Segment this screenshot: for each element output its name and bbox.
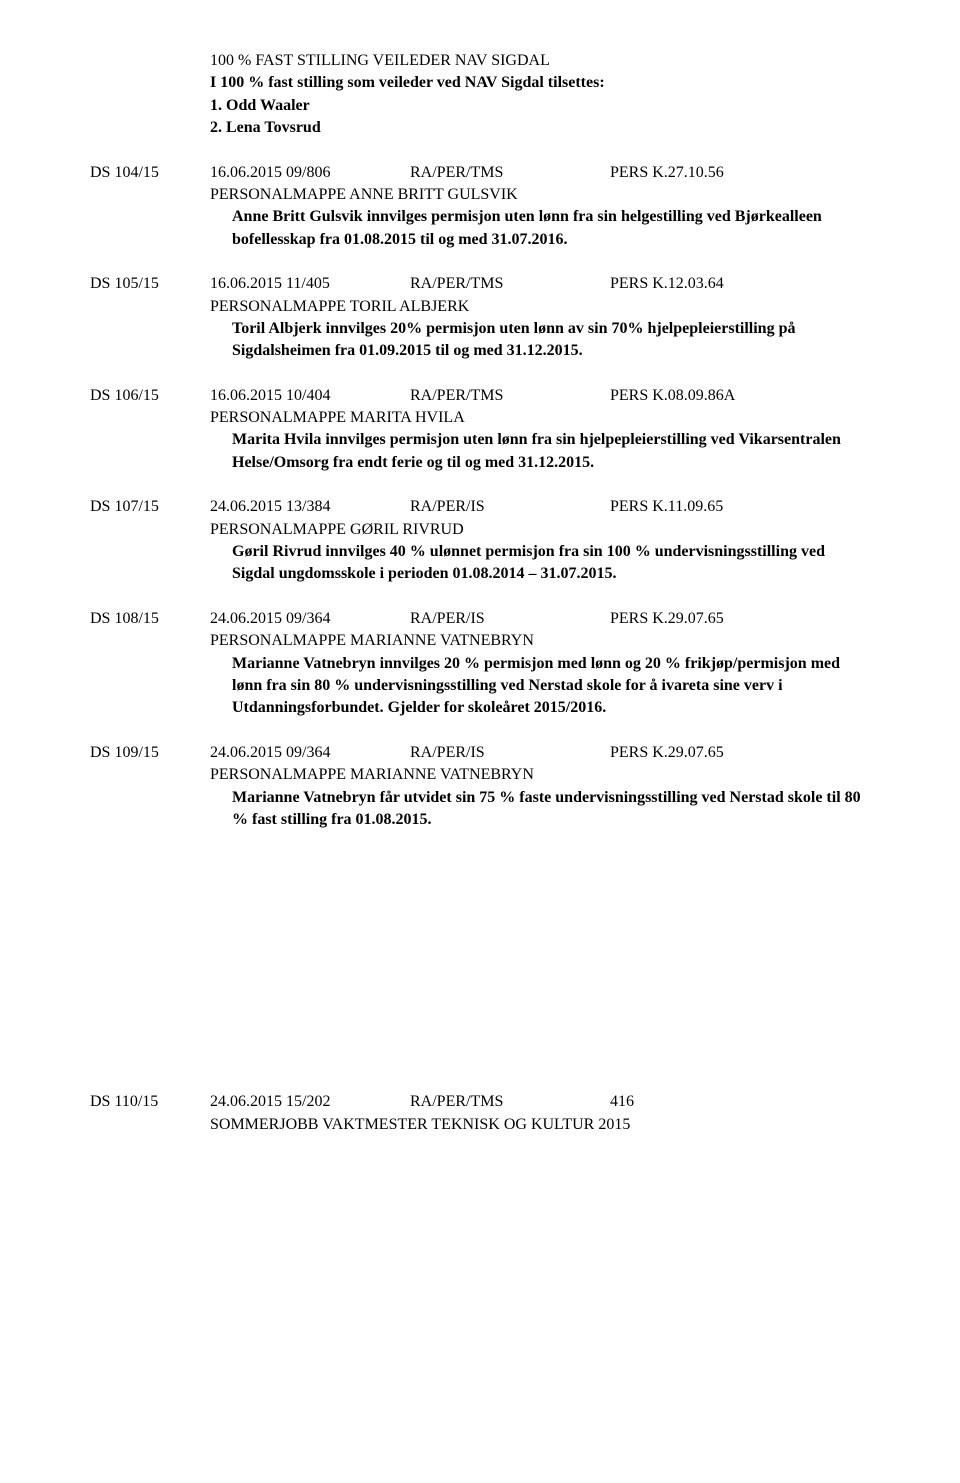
entry-date: 16.06.2015 09/806 (210, 162, 410, 184)
entry-pers: PERS K.29.07.65 (610, 742, 870, 764)
entry-date: 24.06.2015 09/364 (210, 742, 410, 764)
entry: DS 109/1524.06.2015 09/364RA/PER/ISPERS … (90, 742, 870, 832)
entry-pers: PERS K.27.10.56 (610, 162, 870, 184)
entry-ref-line: 24.06.2015 09/364RA/PER/ISPERS K.29.07.6… (210, 608, 870, 630)
entry-mappe: PERSONALMAPPE TORIL ALBJERK (210, 296, 870, 318)
entry-code: RA/PER/TMS (410, 1091, 610, 1113)
entry-code: RA/PER/TMS (410, 273, 610, 295)
entry-pers: PERS K.29.07.65 (610, 608, 870, 630)
entries-list: DS 104/1516.06.2015 09/806RA/PER/TMSPERS… (90, 162, 870, 832)
entry-pers: 416 (610, 1091, 870, 1113)
entry-ds: DS 108/15 (90, 608, 210, 720)
entry: DS 104/1516.06.2015 09/806RA/PER/TMSPERS… (90, 162, 870, 252)
entry-pers: PERS K.12.03.64 (610, 273, 870, 295)
entry-ds: DS 107/15 (90, 496, 210, 586)
entry-ds: DS 106/15 (90, 385, 210, 475)
entry-ds: DS 110/15 (90, 1091, 210, 1136)
heading-block: 100 % FAST STILLING VEILEDER NAV SIGDAL … (210, 50, 870, 140)
entry-detail: Gøril Rivrud innvilges 40 % ulønnet perm… (210, 541, 870, 586)
heading-subline: I 100 % fast stilling som veileder ved N… (210, 72, 870, 94)
entry-ref-line: 24.06.2015 09/364RA/PER/ISPERS K.29.07.6… (210, 742, 870, 764)
entry-detail: Marianne Vatnebryn innvilges 20 % permis… (210, 653, 870, 720)
entry-mappe: PERSONALMAPPE GØRIL RIVRUD (210, 519, 870, 541)
entry-mappe: SOMMERJOBB VAKTMESTER TEKNISK OG KULTUR … (210, 1114, 870, 1136)
entry: DS 108/1524.06.2015 09/364RA/PER/ISPERS … (90, 608, 870, 720)
entry: DS 105/1516.06.2015 11/405RA/PER/TMSPERS… (90, 273, 870, 363)
entry-pers: PERS K.11.09.65 (610, 496, 870, 518)
entry-code: RA/PER/IS (410, 496, 610, 518)
entry-code: RA/PER/IS (410, 608, 610, 630)
entry-ds: DS 105/15 (90, 273, 210, 363)
entry-mappe: PERSONALMAPPE MARIANNE VATNEBRYN (210, 630, 870, 652)
entry-code: RA/PER/IS (410, 742, 610, 764)
entry-ref-line: 24.06.2015 15/202 RA/PER/TMS 416 (210, 1091, 870, 1113)
entry-date: 24.06.2015 13/384 (210, 496, 410, 518)
entry-ref-line: 16.06.2015 11/405RA/PER/TMSPERS K.12.03.… (210, 273, 870, 295)
entry: DS 106/1516.06.2015 10/404RA/PER/TMSPERS… (90, 385, 870, 475)
entry-ref-line: 16.06.2015 09/806RA/PER/TMSPERS K.27.10.… (210, 162, 870, 184)
entry-date: 16.06.2015 11/405 (210, 273, 410, 295)
entry-mappe: PERSONALMAPPE MARITA HVILA (210, 407, 870, 429)
heading-item-1: 1. Odd Waaler (210, 95, 870, 117)
entry: DS 107/1524.06.2015 13/384RA/PER/ISPERS … (90, 496, 870, 586)
entry-detail: Marita Hvila innvilges permisjon uten lø… (210, 429, 870, 474)
entry: DS 110/15 24.06.2015 15/202 RA/PER/TMS 4… (90, 1091, 870, 1136)
entry-code: RA/PER/TMS (410, 385, 610, 407)
entry-date: 24.06.2015 15/202 (210, 1091, 410, 1113)
entry-pers: PERS K.08.09.86A (610, 385, 870, 407)
entry-detail: Anne Britt Gulsvik innvilges permisjon u… (210, 206, 870, 251)
entry-detail: Marianne Vatnebryn får utvidet sin 75 % … (210, 787, 870, 832)
entry-ds: DS 109/15 (90, 742, 210, 832)
entry-mappe: PERSONALMAPPE MARIANNE VATNEBRYN (210, 764, 870, 786)
entry-date: 16.06.2015 10/404 (210, 385, 410, 407)
entry-date: 24.06.2015 09/364 (210, 608, 410, 630)
document: 100 % FAST STILLING VEILEDER NAV SIGDAL … (90, 50, 870, 1136)
entry-detail: Toril Albjerk innvilges 20% permisjon ut… (210, 318, 870, 363)
entry-code: RA/PER/TMS (410, 162, 610, 184)
heading-item-2: 2. Lena Tovsrud (210, 117, 870, 139)
entry-mappe: PERSONALMAPPE ANNE BRITT GULSVIK (210, 184, 870, 206)
entry-ds: DS 104/15 (90, 162, 210, 252)
entry-ref-line: 16.06.2015 10/404RA/PER/TMSPERS K.08.09.… (210, 385, 870, 407)
heading-title: 100 % FAST STILLING VEILEDER NAV SIGDAL (210, 50, 870, 72)
entry-ref-line: 24.06.2015 13/384RA/PER/ISPERS K.11.09.6… (210, 496, 870, 518)
